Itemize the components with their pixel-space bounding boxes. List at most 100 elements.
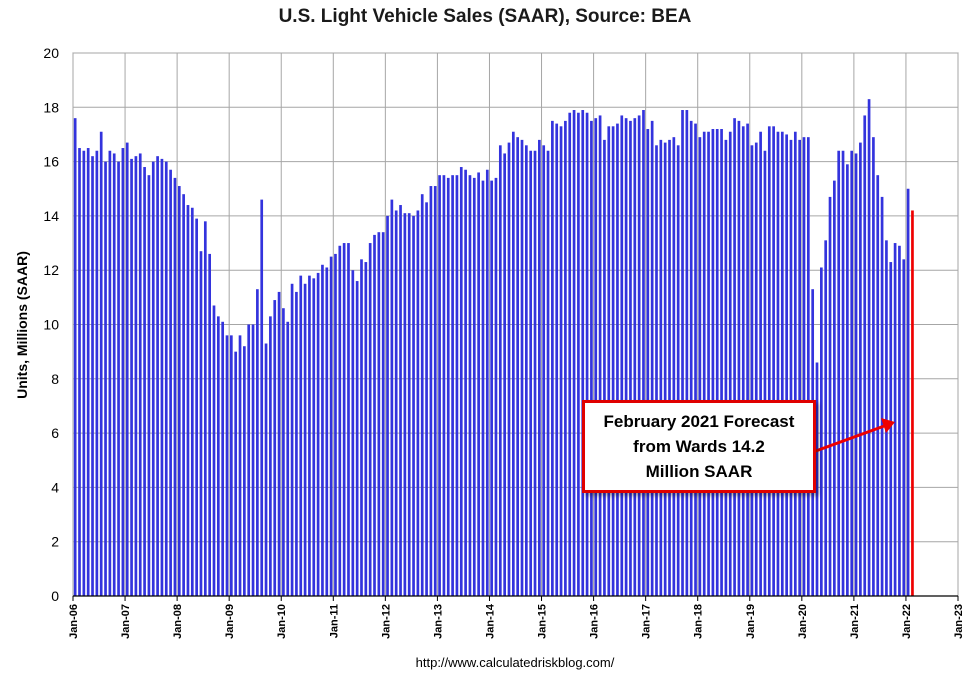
bar (347, 243, 350, 597)
bar (733, 118, 736, 596)
bar (824, 240, 828, 596)
bar (173, 177, 177, 596)
bar (655, 145, 658, 596)
bar (776, 131, 780, 597)
bar (364, 262, 368, 596)
bar (490, 180, 493, 597)
bar (741, 126, 745, 597)
bar (138, 153, 142, 596)
bar (212, 305, 216, 596)
bar (815, 362, 819, 596)
bar (121, 148, 125, 596)
bar (247, 324, 251, 596)
forecast-callout-text: February 2021 Forecast from Wards 14.2 M… (603, 412, 795, 481)
bar (442, 175, 446, 597)
bar (264, 343, 268, 596)
bar (338, 245, 342, 596)
bar (269, 316, 272, 596)
bar (177, 186, 181, 596)
bar (182, 194, 185, 596)
x-tick-label: Jan-10 (276, 604, 288, 639)
bar (837, 150, 841, 597)
bar (880, 196, 884, 596)
bar (850, 150, 854, 597)
bar (169, 169, 172, 596)
bar (724, 139, 728, 596)
bar (676, 145, 680, 596)
bar (568, 112, 572, 596)
x-tick-label: Jan-22 (901, 604, 913, 639)
bar (650, 120, 654, 596)
bar (399, 205, 402, 597)
bar (846, 164, 849, 596)
bar (230, 335, 233, 596)
bar (516, 137, 520, 597)
bar (893, 243, 897, 597)
bar (698, 137, 702, 597)
bar (325, 267, 329, 596)
x-tick-label: Jan-19 (745, 604, 757, 639)
bar (720, 129, 723, 596)
bar (334, 253, 337, 596)
y-tick-label: 6 (51, 425, 59, 441)
forecast-callout: February 2021 Forecast from Wards 14.2 M… (582, 400, 816, 493)
bar (616, 123, 619, 596)
bar (151, 161, 155, 596)
bar (841, 150, 845, 597)
bar (312, 278, 316, 596)
callout-arrow-line (812, 423, 888, 454)
bar (793, 131, 797, 597)
bar (147, 175, 151, 597)
bar (329, 256, 333, 596)
bar (867, 99, 871, 596)
bar (828, 196, 832, 596)
bar (564, 120, 567, 596)
bar (702, 131, 706, 597)
bar (134, 156, 138, 597)
bar (99, 131, 103, 597)
bar (407, 213, 411, 596)
x-tick-label: Jan-16 (589, 604, 601, 639)
y-tick-label: 14 (43, 208, 59, 224)
bar (282, 308, 285, 596)
x-tick-label: Jan-08 (172, 604, 184, 639)
bar (646, 129, 650, 596)
bar (143, 167, 146, 596)
bar (125, 142, 129, 596)
bar (659, 139, 663, 596)
bar (203, 221, 207, 596)
bar (91, 156, 94, 597)
bar (112, 153, 116, 596)
bar (681, 110, 684, 596)
bar (668, 139, 671, 596)
bar (256, 289, 259, 596)
bar (533, 150, 537, 597)
chart-title: U.S. Light Vehicle Sales (SAAR), Source:… (278, 6, 692, 27)
bar (303, 283, 307, 596)
x-tick-label: Jan-07 (120, 604, 132, 639)
bar (186, 205, 190, 597)
bar (394, 210, 398, 596)
y-tick-label: 8 (51, 371, 59, 387)
bar (624, 118, 628, 596)
bar (833, 180, 836, 597)
bar (82, 150, 86, 597)
bar (420, 194, 424, 596)
bar (637, 115, 641, 596)
bar (806, 137, 810, 597)
bar (503, 153, 506, 596)
bar (754, 142, 758, 596)
x-tick-label: Jan-06 (68, 604, 80, 639)
bar (889, 262, 893, 596)
bar (789, 139, 793, 596)
bar (511, 131, 515, 597)
x-tick-label: Jan-23 (953, 604, 965, 639)
bar (429, 186, 433, 596)
bar (694, 123, 697, 596)
bar (195, 218, 198, 597)
bar (95, 150, 99, 597)
bar (585, 112, 589, 596)
bar (906, 188, 910, 596)
bar (581, 110, 585, 596)
